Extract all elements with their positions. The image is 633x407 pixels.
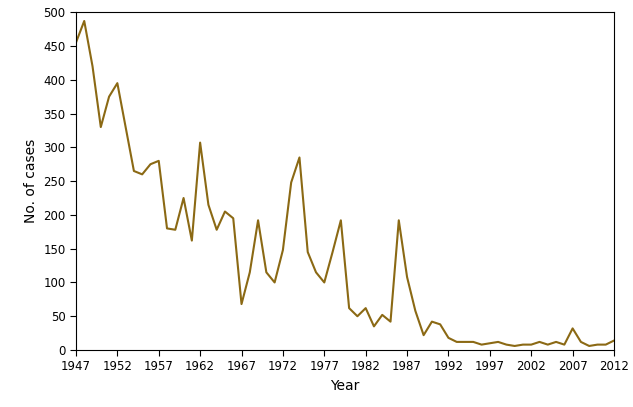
Y-axis label: No. of cases: No. of cases — [24, 139, 38, 223]
X-axis label: Year: Year — [330, 379, 360, 393]
